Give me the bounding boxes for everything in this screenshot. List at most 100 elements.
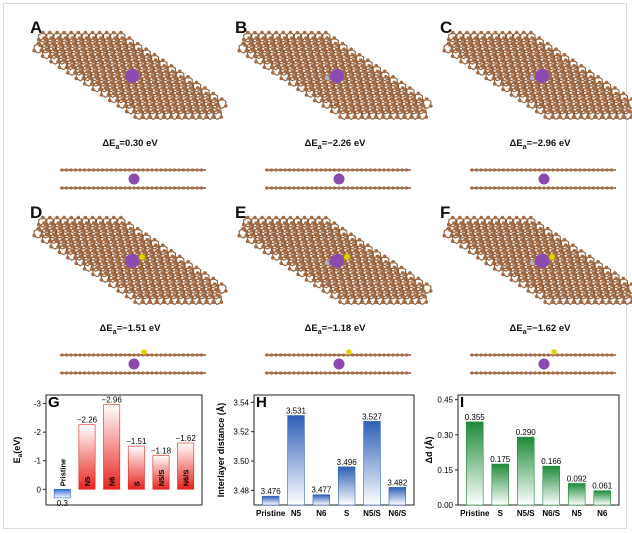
carbon-atom [522,272,527,277]
carbon-atom [516,93,521,97]
carbon-atom [126,87,131,92]
carbon-atom [353,272,357,277]
carbon-atom [121,250,126,255]
carbon-atom [400,294,405,299]
carbon-atom [522,215,526,220]
carbon-atom [538,278,542,282]
carbon-atom [507,30,512,35]
carbon-atom [481,250,486,255]
data-label: 3.476 [261,487,282,496]
carbon-atom [296,186,301,190]
carbon-atom [528,82,532,86]
carbon-atom [593,115,597,119]
carbon-atom [288,54,292,58]
carbon-atom [96,48,100,53]
carbon-atom [271,43,276,47]
carbon-atom [254,244,258,249]
carbon-atom [340,250,345,255]
carbon-atom [469,228,474,232]
carbon-atom [197,300,201,304]
carbon-atom [190,353,195,357]
bar [103,404,121,490]
carbon-atom [362,283,367,288]
carbon-atom [55,215,59,220]
carbon-atom [540,104,545,108]
carbon-atom [159,168,163,172]
carbon-atom [337,109,341,114]
carbon-atom [327,98,331,103]
carbon-atom [398,98,402,103]
carbon-atom [355,283,360,288]
carbon-atom [188,294,193,299]
carbon-atom [497,43,502,47]
carbon-atom [319,353,323,357]
carbon-atom [303,244,308,249]
carbon-atom [195,294,200,299]
carbon-atom [510,186,515,190]
carbon-atom [63,59,67,64]
carbon-atom [525,37,529,42]
carbon-atom [87,371,91,375]
carbon-atom [172,353,177,357]
carbon-atom [567,250,571,255]
carbon-atom [317,272,322,277]
carbon-atom [157,98,162,103]
carbon-atom [57,65,62,70]
carbon-atom [116,228,120,232]
carbon-atom [330,267,334,271]
carbon-atom [374,249,379,253]
carbon-atom [499,233,503,238]
carbon-atom [132,82,137,86]
panel-letter-c: C [440,18,453,37]
carbon-atom [542,267,547,271]
carbon-atom [316,267,320,271]
carbon-atom [264,228,269,232]
carbon-atom [307,261,312,266]
carbon-atom [510,353,515,357]
carbon-atom [278,43,283,47]
carbon-atom [350,353,355,357]
carbon-atom [81,76,86,81]
carbon-atom [128,65,133,70]
carbon-atom [304,278,309,282]
carbon-atom [186,260,190,264]
carbon-atom [302,54,307,58]
carbon-atom [186,168,190,172]
carbon-atom [386,186,391,190]
carbon-atom [299,256,303,260]
carbon-atom [519,168,524,172]
carbon-atom [521,267,525,271]
carbon-atom [367,87,371,92]
carbon-atom [45,43,49,47]
carbon-atom [476,71,480,75]
carbon-atom [204,276,208,281]
carbon-atom [537,353,542,357]
carbon-atom [474,186,479,190]
carbon-atom [368,353,373,357]
carbon-atom [93,222,98,227]
carbon-atom [46,48,51,53]
carbon-atom [265,48,270,53]
y-axis-label: Interlayer distance (Å) [216,403,226,498]
carbon-atom [73,71,77,75]
carbon-atom [338,87,343,92]
carbon-atom [333,65,338,70]
top-view-e [237,215,433,306]
carbon-atom [368,93,373,97]
carbon-atom [300,261,305,266]
carbon-atom [265,186,269,190]
carbon-atom [629,300,632,304]
carbon-atom [486,215,491,220]
carbon-atom [111,267,115,271]
carbon-atom [582,98,586,103]
carbon-atom [322,48,327,53]
carbon-atom [138,261,142,266]
carbon-atom [163,371,168,375]
carbon-atom [492,168,497,172]
carbon-atom [565,272,569,277]
carbon-atom [80,43,85,47]
carbon-atom [118,168,123,172]
carbon-atom [457,54,462,58]
carbon-atom [295,54,300,58]
carbon-atom [566,278,570,282]
